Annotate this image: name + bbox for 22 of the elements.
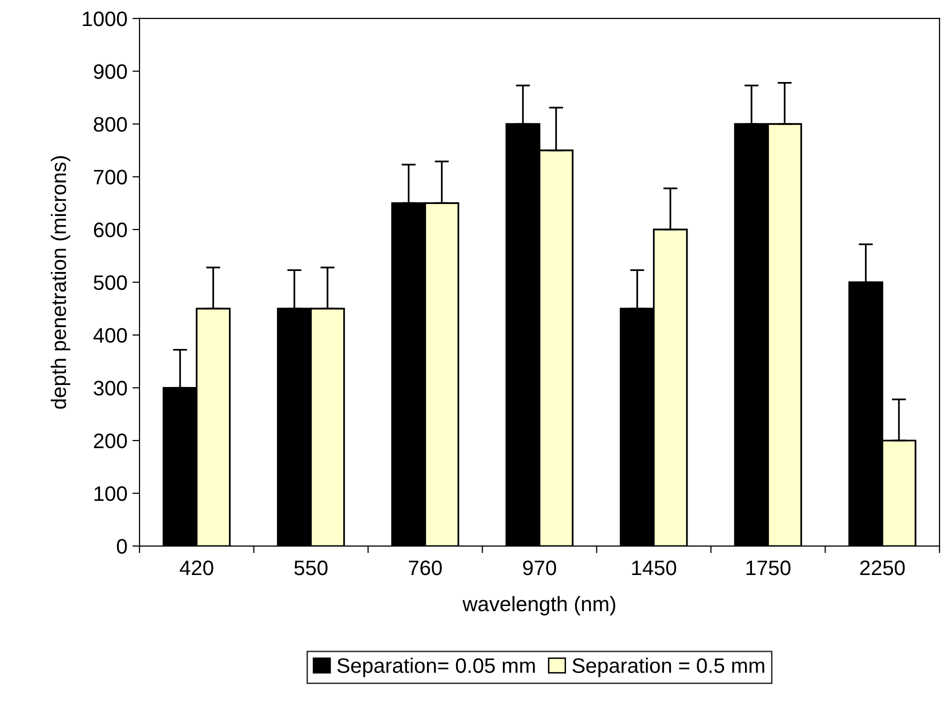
x-tick-label: 550: [294, 560, 328, 576]
y-tick-label: 100: [94, 486, 127, 502]
y-tick-label: 900: [94, 64, 127, 79]
y-tick-label: 800: [94, 117, 127, 132]
y-axis-title: depth penetration (microns): [50, 156, 70, 409]
y-tick-label: 500: [94, 275, 127, 290]
y-tick-label: 700: [94, 170, 127, 185]
y-tick-label: 300: [94, 380, 127, 396]
y-tick-label: 0: [116, 539, 127, 554]
x-tick-label: 1750: [746, 560, 790, 576]
y-tick-label: 1000: [82, 11, 127, 26]
x-tick-label: 420: [180, 560, 214, 576]
legend-label: Separation = 0.5 mm: [572, 658, 764, 678]
y-tick-label: 400: [93, 328, 127, 343]
y-tick-label: 200: [94, 434, 127, 448]
x-tick-label: 2250: [860, 560, 905, 576]
x-tick-label: 1450: [632, 560, 676, 576]
x-axis-title: wavelength (nm): [462, 596, 616, 616]
x-tick-label: 970: [523, 560, 556, 576]
legend-label: Separation= 0.05 mm: [337, 658, 535, 678]
x-tick-label: 760: [408, 560, 442, 576]
y-tick-label: 600: [94, 222, 127, 238]
